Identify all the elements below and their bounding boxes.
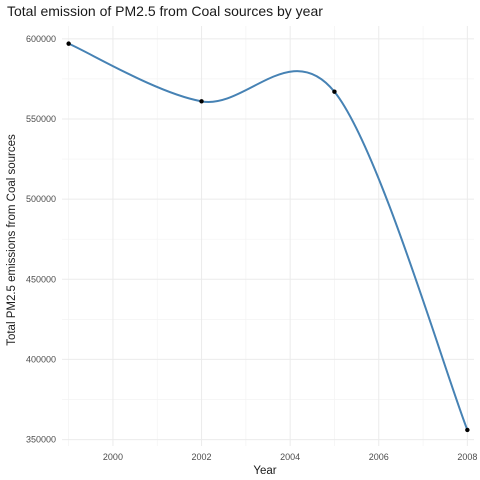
y-tick-label: 500000	[26, 194, 56, 204]
y-tick-label: 450000	[26, 274, 56, 284]
data-point	[66, 41, 71, 46]
x-tick-label: 2004	[280, 452, 300, 462]
x-axis-title: Year	[253, 465, 276, 477]
y-tick-label: 600000	[26, 34, 56, 44]
y-tick-label: 350000	[26, 435, 56, 445]
y-tick-label: 550000	[26, 114, 56, 124]
grid	[62, 26, 474, 446]
x-tick-label: 2006	[369, 452, 389, 462]
data-point	[332, 89, 337, 94]
data-point	[465, 427, 470, 433]
chart-title: Total emission of PM2.5 from Coal source…	[7, 3, 323, 19]
x-tick-label: 2002	[192, 452, 212, 462]
y-tick-label: 400000	[26, 354, 56, 364]
y-axis-title: Total PM2.5 emissions from Coal sources	[6, 134, 18, 346]
data-point	[199, 99, 204, 104]
x-tick-label: 2000	[103, 452, 123, 462]
x-tick-label: 2008	[457, 452, 477, 462]
series-line	[67, 42, 469, 431]
series	[66, 41, 470, 433]
x-axis-ticks: 2000 2002 2004 2006 2008	[103, 452, 477, 462]
y-axis-ticks: 350000 400000 450000 500000 550000 600000	[26, 34, 56, 445]
